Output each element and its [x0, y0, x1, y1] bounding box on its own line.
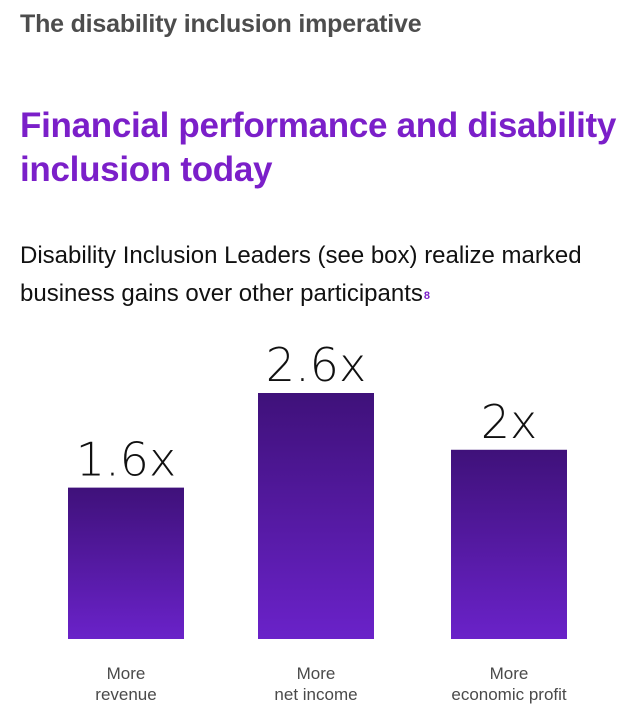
subtitle-text: Disability Inclusion Leaders (see box) r… — [20, 242, 582, 307]
category-label: economic profit — [451, 685, 567, 704]
footnote-reference: 8 — [423, 290, 431, 302]
data-label: 2.6x — [266, 338, 366, 392]
eyebrow-heading: The disability inclusion imperative — [20, 10, 422, 38]
data-label: 1.6x — [76, 433, 176, 487]
category-label: More — [297, 664, 336, 683]
bar — [258, 393, 374, 639]
bar — [451, 449, 567, 639]
category-label: More — [490, 664, 529, 683]
bar — [68, 487, 184, 639]
chart-subtitle: Disability Inclusion Leaders (see box) r… — [20, 237, 632, 313]
data-label: 2x — [481, 395, 538, 449]
category-label: net income — [274, 685, 357, 704]
page-title: Financial performance and disability inc… — [20, 106, 617, 189]
category-label: revenue — [95, 685, 156, 704]
category-label: More — [107, 664, 146, 683]
